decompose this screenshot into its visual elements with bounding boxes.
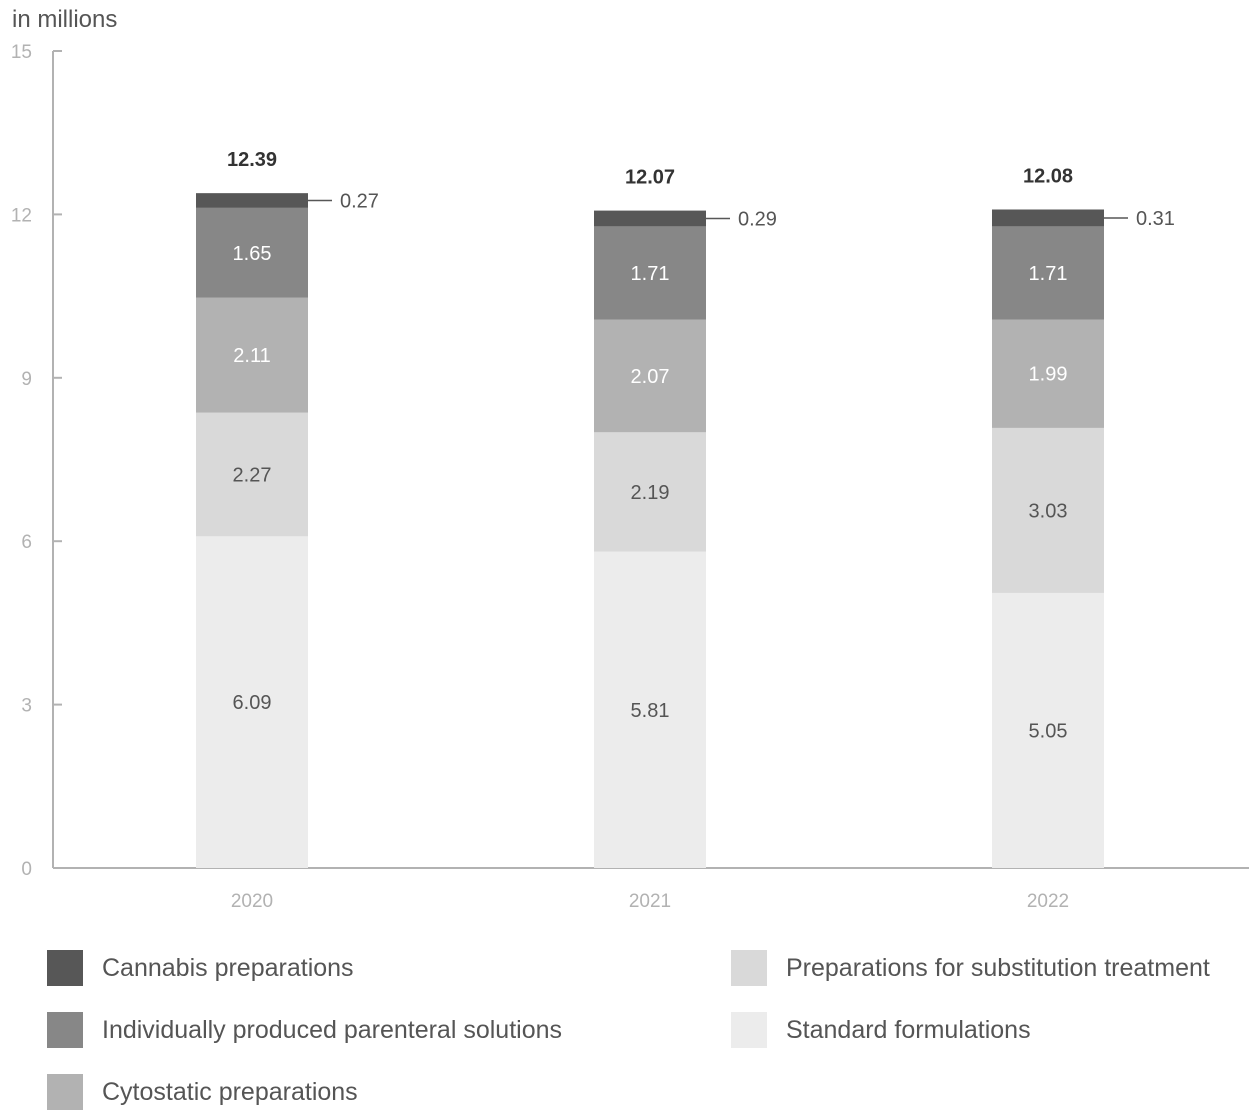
data-label: 2.11 xyxy=(233,345,270,367)
y-tick-label: 15 xyxy=(11,42,32,63)
data-label: 5.05 xyxy=(1029,720,1068,742)
bar-segment xyxy=(594,210,706,227)
total-label: 12.08 xyxy=(1023,165,1073,187)
y-tick-label: 0 xyxy=(21,859,32,880)
data-label: 5.81 xyxy=(631,700,670,722)
legend-swatch-cannabis xyxy=(47,950,83,986)
data-label: 2.27 xyxy=(233,464,272,486)
total-label: 12.07 xyxy=(625,167,675,189)
data-label: 3.03 xyxy=(1029,500,1068,522)
data-label: 2.19 xyxy=(631,482,670,504)
data-label: 0.29 xyxy=(738,208,777,230)
y-tick-label: 3 xyxy=(21,696,32,717)
legend-item-standard: Standard formulations xyxy=(731,1012,1031,1048)
legend-swatch-cytostatic xyxy=(47,1074,83,1110)
data-label: 1.71 xyxy=(1029,263,1068,285)
bar-segment xyxy=(196,412,308,537)
bar-segment xyxy=(196,207,308,298)
legend-item-substitution: Preparations for substitution treatment xyxy=(731,950,1210,986)
y-tick-label: 12 xyxy=(11,205,32,226)
bar-segment xyxy=(992,592,1104,868)
data-label: 1.71 xyxy=(631,263,670,285)
legend: Cannabis preparations Individually produ… xyxy=(47,950,1259,1110)
legend-swatch-standard xyxy=(731,1012,767,1048)
legend-item-cannabis: Cannabis preparations xyxy=(47,950,354,986)
data-label: 2.07 xyxy=(631,366,670,388)
bar-segment xyxy=(594,319,706,433)
data-label: 0.31 xyxy=(1136,208,1175,230)
total-label: 12.39 xyxy=(227,149,277,171)
legend-label-cannabis: Cannabis preparations xyxy=(102,953,354,982)
x-tick-label: 2020 xyxy=(231,891,273,912)
data-label: 6.09 xyxy=(233,692,272,714)
legend-label-cytostatic: Cytostatic preparations xyxy=(102,1077,358,1106)
bar-segment xyxy=(196,193,308,208)
data-label: 1.65 xyxy=(233,243,272,265)
x-tick-label: 2021 xyxy=(629,891,671,912)
legend-item-parenteral: Individually produced parenteral solutio… xyxy=(47,1012,562,1048)
y-tick-label: 6 xyxy=(21,532,32,553)
bar-segment xyxy=(992,319,1104,428)
stacked-bar-chart: 0 3 6 9 12 15 2020 2021 2022 6.09 2.27 2.11 1.65 0.27… xyxy=(11,42,1249,912)
x-tick-label: 2022 xyxy=(1027,891,1069,912)
bar-segment xyxy=(196,536,308,868)
legend-label-substitution: Preparations for substitution treatment xyxy=(786,953,1210,982)
legend-label-parenteral: Individually produced parenteral solutio… xyxy=(102,1015,563,1044)
data-label: 1.99 xyxy=(1029,364,1068,386)
bar-segment xyxy=(992,209,1104,227)
bar-segment xyxy=(594,432,706,552)
data-label: 0.27 xyxy=(340,191,379,213)
bar-segment xyxy=(992,427,1104,593)
bar-segment xyxy=(594,226,706,320)
legend-swatch-substitution xyxy=(731,950,767,986)
bar-segment xyxy=(992,226,1104,320)
bar-segment xyxy=(594,551,706,868)
bar-segment xyxy=(196,297,308,413)
legend-item-cytostatic: Cytostatic preparations xyxy=(47,1074,358,1110)
y-unit-label: in millions xyxy=(12,6,118,33)
y-tick-label: 9 xyxy=(21,369,32,390)
legend-label-standard: Standard formulations xyxy=(786,1015,1031,1044)
legend-swatch-parenteral xyxy=(47,1012,83,1048)
